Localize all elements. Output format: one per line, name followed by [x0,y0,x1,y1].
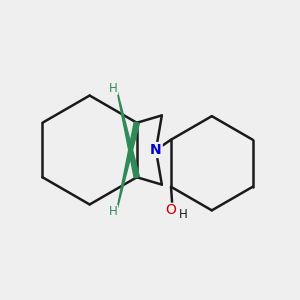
Polygon shape [116,87,140,178]
Text: O: O [166,203,176,218]
Text: N: N [150,143,162,157]
Text: H: H [179,208,188,221]
Text: H: H [109,205,118,218]
Polygon shape [116,122,140,213]
Text: H: H [109,82,118,95]
